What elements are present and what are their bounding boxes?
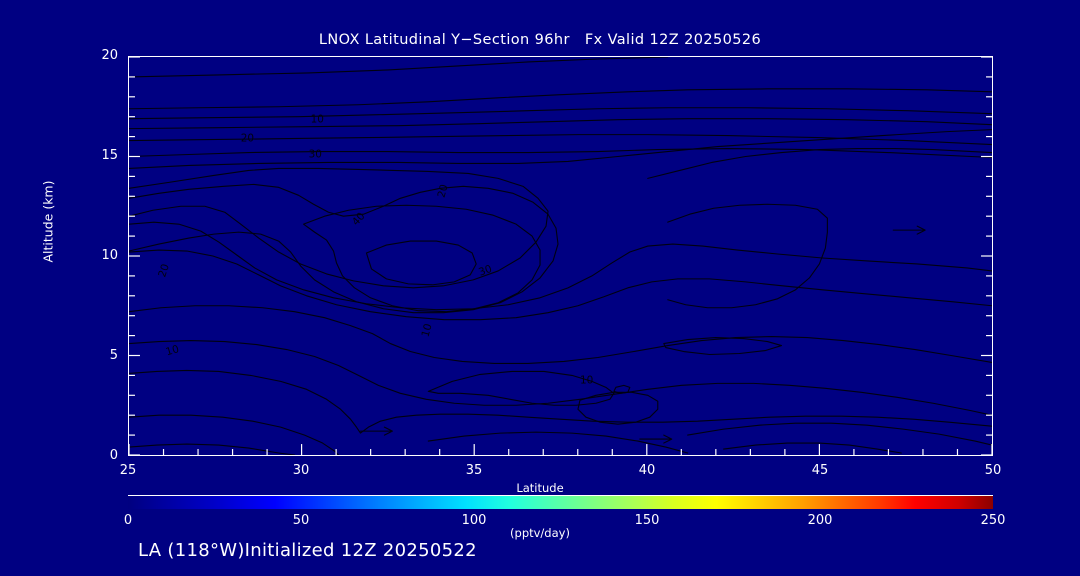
colorbar-tick-100: 100: [461, 513, 487, 528]
xtick-label-40: 40: [638, 463, 656, 478]
footer-caption: LA (118°W)Initialized 12Z 20250522: [138, 540, 477, 561]
x-axis-label: Latitude: [516, 481, 564, 495]
colorbar-units-label: (pptv/day): [510, 526, 570, 540]
contour-labels: 10 20 30 40 30 20 10 20 10 10: [156, 114, 593, 387]
xtick-label-35: 35: [465, 463, 483, 478]
colorbar-tick-50: 50: [292, 513, 310, 528]
plot-area: 10 20 30 40 30 20 10 20 10 10: [128, 56, 993, 456]
svg-text:10: 10: [420, 322, 435, 338]
colorbar-gradient: [128, 495, 993, 509]
ytick-label-10: 10: [101, 248, 118, 263]
y-axis-label: Altitude (km): [40, 180, 56, 263]
ytick-label-5: 5: [109, 348, 118, 363]
colorbar: [128, 495, 993, 509]
contour-plot-svg: 10 20 30 40 30 20 10 20 10 10: [129, 57, 992, 455]
svg-text:30: 30: [477, 263, 494, 279]
svg-text:20: 20: [436, 183, 451, 199]
ytick-label-0: 0: [109, 448, 118, 463]
ytick-label-15: 15: [101, 148, 118, 163]
svg-text:10: 10: [311, 114, 324, 126]
svg-text:10: 10: [164, 343, 180, 358]
svg-text:20: 20: [156, 262, 172, 278]
svg-text:30: 30: [309, 149, 322, 161]
xtick-label-50: 50: [984, 463, 1002, 478]
xtick-label-25: 25: [119, 463, 137, 478]
svg-text:10: 10: [580, 374, 593, 386]
chart-title: LNOX Latitudinal Y−Section 96hr Fx Valid…: [318, 32, 762, 48]
colorbar-tick-150: 150: [634, 513, 660, 528]
colorbar-tick-0: 0: [123, 513, 133, 528]
colorbar-tick-250: 250: [980, 513, 1006, 528]
svg-text:20: 20: [241, 133, 254, 145]
ytick-label-20: 20: [101, 48, 118, 63]
xtick-label-30: 30: [292, 463, 310, 478]
colorbar-tick-200: 200: [807, 513, 833, 528]
svg-text:40: 40: [350, 210, 368, 228]
xtick-label-45: 45: [811, 463, 829, 478]
